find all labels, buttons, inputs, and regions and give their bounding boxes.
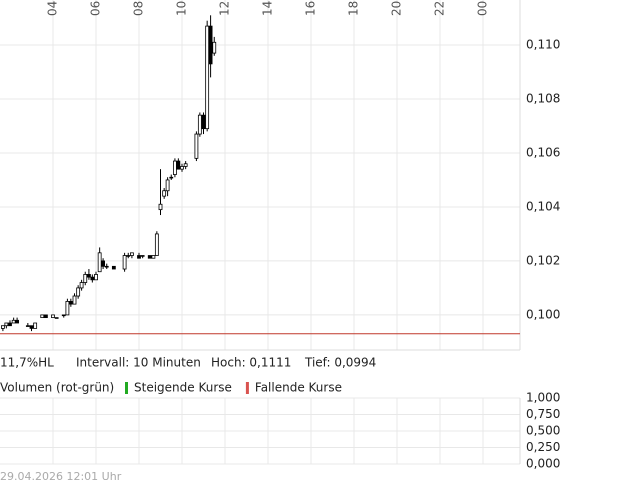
candle-body	[65, 301, 70, 316]
x-tick-label: 00	[476, 1, 490, 16]
y-tick-label: 0,106	[526, 145, 560, 159]
candle-body	[122, 255, 127, 270]
candle-body	[154, 233, 159, 256]
legend-swatch	[125, 382, 128, 394]
legend-label: Steigende Kurse	[134, 381, 232, 395]
x-tick-label: 22	[433, 1, 447, 16]
legend-label: Fallende Kurse	[255, 381, 342, 395]
candle-body	[15, 319, 19, 324]
x-tick-label: 18	[347, 1, 361, 16]
y-tick-label: 0,100	[526, 307, 560, 321]
candle-body	[208, 25, 213, 65]
x-tick-label: 08	[132, 1, 146, 16]
candle-body	[54, 317, 59, 319]
candle-body	[51, 314, 55, 319]
candle-body	[94, 274, 98, 281]
candle-body	[201, 114, 206, 130]
candle-body	[29, 325, 34, 329]
y-tick-label: 0,750	[526, 407, 560, 421]
candle-body	[101, 260, 105, 267]
legend-swatch	[245, 382, 249, 394]
candle-body	[165, 179, 170, 192]
x-tick-label: 06	[89, 1, 103, 16]
candle-body	[205, 25, 210, 130]
candle-body	[180, 166, 184, 170]
candle-body	[33, 322, 38, 329]
candle-body	[173, 160, 177, 175]
candle-body	[4, 322, 9, 327]
candle-body	[111, 265, 116, 270]
x-tick-label: 12	[218, 1, 232, 16]
info-range: 11,7%HL	[0, 356, 54, 370]
info-low: Tief: 0,0994	[304, 356, 376, 370]
candle-body	[137, 255, 141, 259]
candle-body	[87, 274, 91, 278]
candle-body	[194, 133, 199, 159]
candle-body	[68, 301, 73, 305]
y-tick-label: 0,102	[526, 253, 560, 267]
candle-body	[176, 160, 181, 170]
candle-body	[130, 252, 134, 256]
x-tick-label: 20	[390, 1, 404, 16]
candle-body	[79, 282, 84, 289]
candle-body	[104, 265, 109, 268]
candle-body	[126, 255, 131, 257]
info-high: Hoch: 0,1111	[211, 356, 291, 370]
candle-body	[76, 287, 81, 297]
info-interval: Intervall: 10 Minuten	[76, 356, 201, 370]
candle-body	[11, 319, 16, 324]
x-tick-label: 10	[175, 1, 189, 16]
candle-body	[25, 325, 30, 327]
candle-body	[97, 252, 102, 273]
y-tick-label: 0,104	[526, 199, 560, 213]
y-tick-label: 0,500	[526, 424, 560, 438]
candle-body	[44, 314, 48, 319]
candle-body	[197, 114, 202, 135]
y-tick-label: 0,000	[526, 457, 560, 471]
candle-body	[162, 190, 167, 197]
candle-body	[8, 322, 12, 327]
volume-title: Volumen (rot-grün)	[0, 381, 114, 395]
y-tick-label: 1,000	[526, 391, 560, 405]
y-tick-label: 0,110	[526, 37, 560, 51]
candle-body	[151, 255, 156, 259]
candle-body	[169, 176, 174, 179]
x-tick-label: 04	[45, 1, 59, 16]
x-tick-label: 14	[261, 1, 275, 16]
candle-body	[40, 314, 45, 319]
candle-body	[90, 276, 95, 281]
x-tick-label: 16	[304, 1, 318, 16]
candle-body	[72, 295, 77, 305]
candle-body	[140, 255, 145, 257]
candle-body	[147, 255, 152, 259]
candle-body	[212, 41, 217, 54]
y-tick-label: 0,250	[526, 440, 560, 454]
candle-body	[183, 163, 188, 167]
candle-body	[1, 325, 5, 329]
candle-body	[83, 274, 88, 283]
candle-body	[158, 203, 163, 211]
timestamp: 29.04.2026 12:01 Uhr	[0, 470, 122, 483]
candle-body	[61, 314, 66, 317]
y-tick-label: 0,108	[526, 91, 560, 105]
